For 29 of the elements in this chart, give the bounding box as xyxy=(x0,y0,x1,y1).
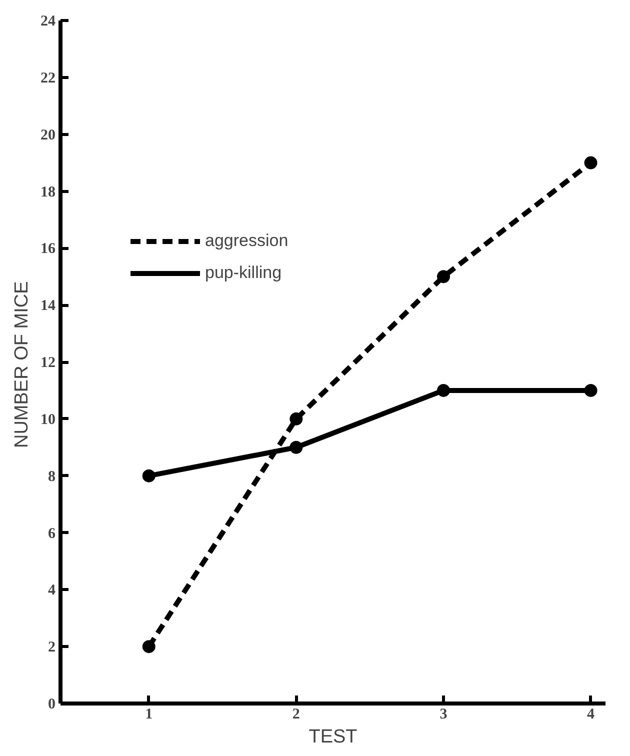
y-tick-label: 2 xyxy=(48,640,56,656)
y-tick-label: 24 xyxy=(40,14,56,30)
legend-label: pup-killing xyxy=(205,263,282,283)
y-tick-label: 18 xyxy=(40,184,56,200)
point xyxy=(142,640,156,654)
point xyxy=(290,412,303,426)
y-tick-label: 14 xyxy=(40,298,56,314)
x-axis-title: TEST xyxy=(308,726,358,748)
y-tick-label: 0 xyxy=(48,696,56,712)
x-tick-label: 3 xyxy=(440,706,448,722)
point xyxy=(290,440,303,454)
y-tick-label: 6 xyxy=(48,526,56,542)
point xyxy=(436,384,450,397)
x-tick-label: 1 xyxy=(145,706,153,722)
y-tick-label: 20 xyxy=(40,127,56,144)
point xyxy=(584,384,598,397)
y-tick-label: 4 xyxy=(48,582,56,599)
point xyxy=(436,270,450,284)
point xyxy=(584,156,598,170)
point xyxy=(142,469,156,482)
y-tick-label: 16 xyxy=(40,241,56,258)
y-tick-label: 22 xyxy=(40,70,56,86)
y-tick-label: 12 xyxy=(40,355,56,371)
y-axis-title: NUMBER OF MICE xyxy=(12,281,32,448)
legend-label: aggression xyxy=(205,231,288,251)
x-tick-label: 2 xyxy=(292,706,300,722)
y-tick-label: 8 xyxy=(48,468,56,485)
y-tick-label: 10 xyxy=(40,412,56,428)
x-tick-label: 4 xyxy=(587,706,596,722)
